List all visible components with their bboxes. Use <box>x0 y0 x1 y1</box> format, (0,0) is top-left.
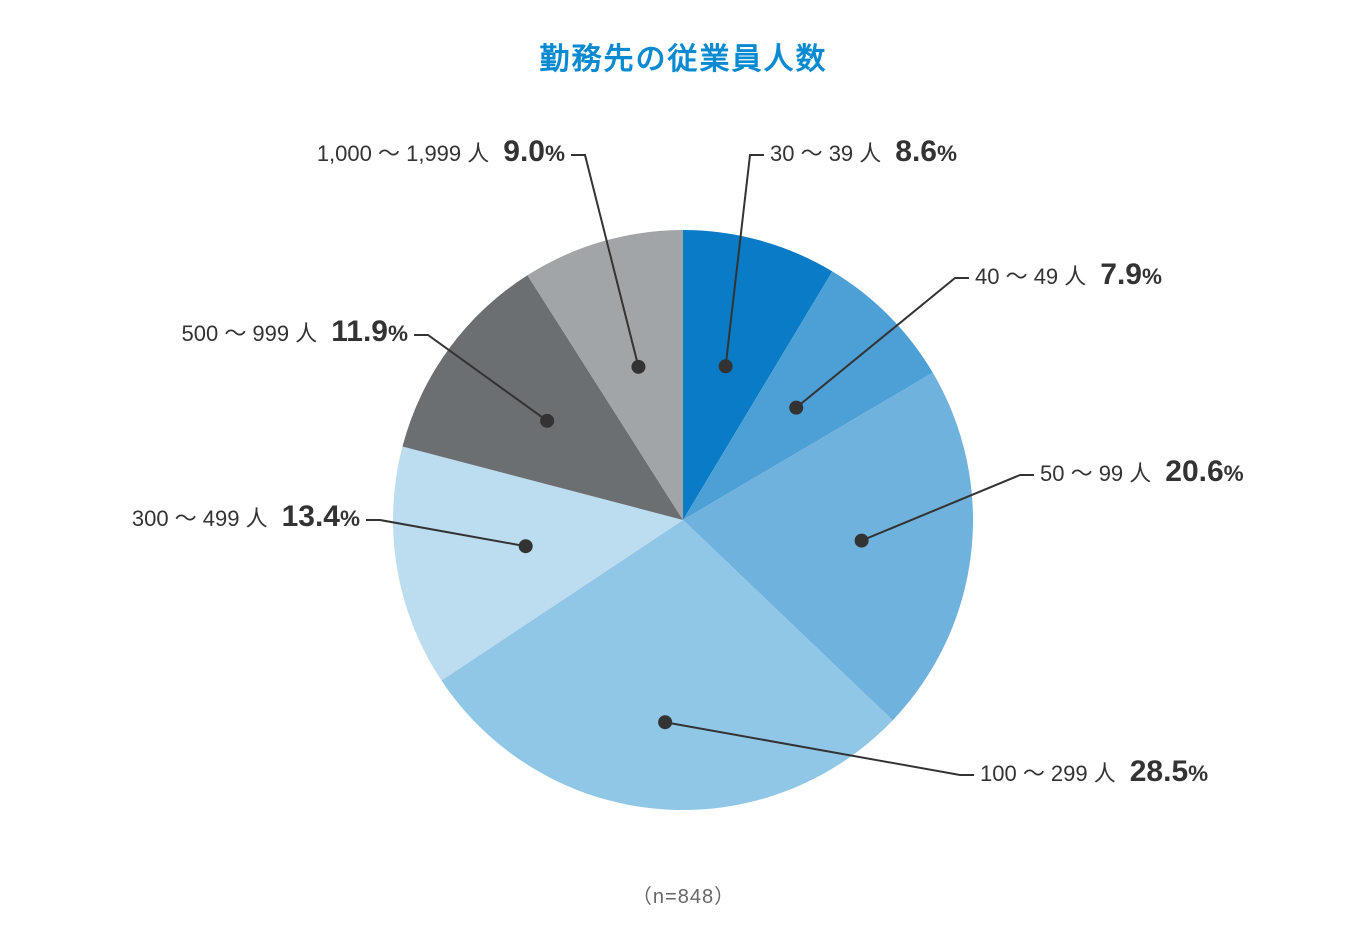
percent-sign: % <box>1224 461 1244 486</box>
chart-title: 勤務先の従業員人数 <box>0 34 1367 78</box>
percent-sign: % <box>545 141 565 166</box>
slice-value-number: 28.5 <box>1130 755 1188 788</box>
slice-label: 40 ～ 49 人 7.9% <box>975 258 1162 292</box>
slice-value: 20.6% <box>1165 455 1243 488</box>
slice-value-number: 8.6 <box>895 135 937 168</box>
slice-label: 100 ～ 299 人 28.5% <box>980 755 1208 789</box>
slice-category: 1,000 ～ 1,999 人 <box>317 141 489 166</box>
percent-sign: % <box>1188 761 1208 786</box>
slice-value: 11.9% <box>331 315 408 348</box>
percent-sign: % <box>1142 264 1162 289</box>
slice-value: 8.6% <box>895 135 957 168</box>
slice-category: 30 ～ 39 人 <box>770 141 881 166</box>
slice-value-number: 9.0 <box>503 135 545 168</box>
percent-sign: % <box>340 506 360 531</box>
slice-value: 28.5% <box>1130 755 1208 788</box>
leader-dot <box>719 359 733 373</box>
slice-value: 9.0% <box>503 135 565 168</box>
leader-dot <box>519 539 533 553</box>
slice-label: 500 ～ 999 人 11.9% <box>182 315 409 349</box>
slice-category: 500 ～ 999 人 <box>182 321 318 346</box>
slice-label: 1,000 ～ 1,999 人 9.0% <box>317 135 565 169</box>
slice-category: 40 ～ 49 人 <box>975 264 1086 289</box>
sample-size: （n=848） <box>0 880 1367 909</box>
percent-sign: % <box>388 321 408 346</box>
slice-value-number: 11.9 <box>331 315 388 348</box>
slice-value: 13.4% <box>282 500 360 533</box>
slice-label: 300 ～ 499 人 13.4% <box>132 500 360 534</box>
leader-dot <box>658 715 672 729</box>
chart-container: 勤務先の従業員人数 30 ～ 39 人8.6%40 ～ 49 人7.9%50 ～… <box>0 0 1367 949</box>
leader-dot <box>789 401 803 415</box>
slice-label: 30 ～ 39 人 8.6% <box>770 135 957 169</box>
leader-dot <box>631 360 645 374</box>
slice-category: 50 ～ 99 人 <box>1040 461 1151 486</box>
slice-value-number: 13.4 <box>282 500 340 533</box>
percent-sign: % <box>937 141 957 166</box>
slice-value: 7.9% <box>1100 258 1162 291</box>
leader-dot <box>540 414 554 428</box>
slice-value-number: 20.6 <box>1165 455 1223 488</box>
slice-category: 100 ～ 299 人 <box>980 761 1116 786</box>
slice-label: 50 ～ 99 人 20.6% <box>1040 455 1244 489</box>
leader-dot <box>855 534 869 548</box>
slice-category: 300 ～ 499 人 <box>132 506 268 531</box>
slice-value-number: 7.9 <box>1100 258 1142 291</box>
